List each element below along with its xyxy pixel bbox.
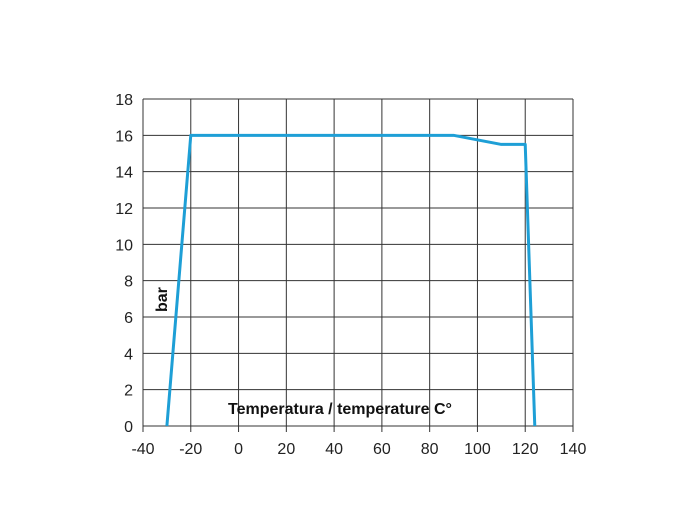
x-tick-label-7: 100 — [464, 441, 491, 458]
y-tick-label-9: 18 — [115, 92, 133, 109]
y-tick-label-1: 2 — [124, 383, 133, 400]
x-tick-label-6: 80 — [421, 441, 439, 458]
y-tick-label-7: 14 — [115, 165, 133, 182]
y-axis-label: bar — [154, 287, 171, 312]
x-tick-label-9: 140 — [560, 441, 587, 458]
x-tick-labels: -40 -20 0 20 40 60 80 100 120 140 — [131, 441, 586, 458]
x-tick-label-1: -20 — [179, 441, 202, 458]
y-tick-label-8: 16 — [115, 128, 133, 145]
x-tick-label-2: 0 — [234, 441, 243, 458]
y-tick-labels: 0 2 4 6 8 10 12 14 16 18 — [115, 92, 133, 436]
series-layer — [165, 133, 537, 427]
y-tick-label-2: 4 — [124, 346, 133, 363]
x-tick-label-3: 20 — [277, 441, 295, 458]
grid-lines — [142, 98, 574, 432]
y-tick-label-5: 10 — [115, 237, 133, 254]
x-tick-label-5: 60 — [373, 441, 391, 458]
y-tick-label-6: 12 — [115, 201, 133, 218]
x-axis-label: Temperatura / temperature C° — [228, 401, 452, 418]
y-tick-label-0: 0 — [124, 419, 133, 436]
x-tick-label-8: 120 — [512, 441, 539, 458]
x-tick-label-0: -40 — [131, 441, 154, 458]
series-line-0 — [165, 133, 537, 427]
y-tick-label-3: 6 — [124, 310, 133, 327]
x-tick-label-4: 40 — [325, 441, 343, 458]
y-tick-label-4: 8 — [124, 274, 133, 291]
